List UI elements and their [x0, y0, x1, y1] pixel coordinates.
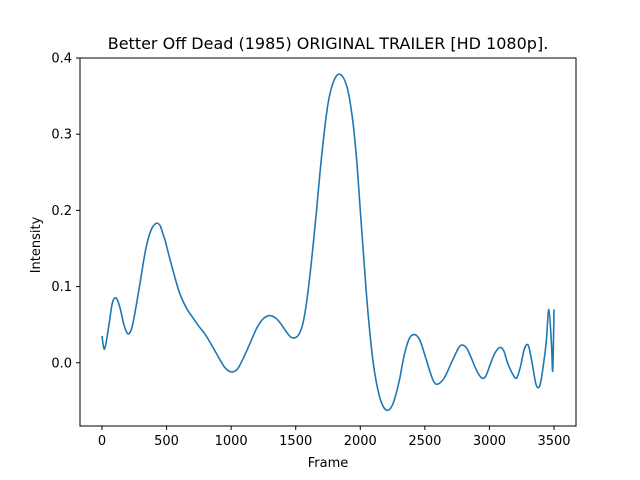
x-tick-label: 2500	[408, 434, 441, 449]
y-axis-title: Intensity	[29, 216, 44, 273]
x-tick-label: 0	[98, 434, 106, 449]
x-tick-label: 3000	[473, 434, 506, 449]
y-tick-label: 0.2	[51, 204, 72, 219]
y-tick-label: 0.0	[51, 356, 72, 371]
y-tick-label: 0.4	[51, 52, 72, 67]
x-tick-label: 1000	[215, 434, 248, 449]
x-tick-label: 3500	[537, 434, 570, 449]
series-layer	[101, 73, 555, 412]
series-line-0	[101, 73, 555, 412]
x-tick-label: 2000	[344, 434, 377, 449]
chart-title: Better Off Dead (1985) ORIGINAL TRAILER …	[108, 34, 549, 53]
x-axis-title: Frame	[308, 456, 349, 471]
x-tick-label: 1500	[279, 434, 312, 449]
y-tick-label: 0.1	[51, 280, 72, 295]
axes-layer: 0 500 1000 1500 2000 2500 3000 3500 0.0 0.1 0.2 0.3…	[51, 52, 577, 449]
plot-frame	[79, 57, 577, 427]
x-tick-label: 500	[154, 434, 179, 449]
y-tick-label: 0.3	[51, 128, 72, 143]
